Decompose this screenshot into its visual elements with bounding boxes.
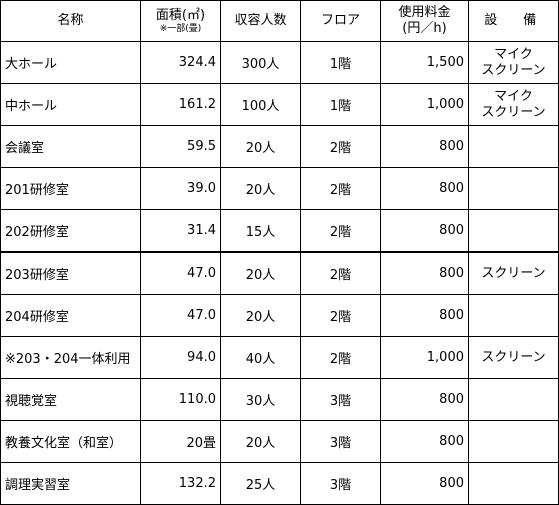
room-name-cell: 大ホール [0, 41, 141, 84]
header-name: 名称 [0, 0, 141, 42]
fee-cell: 800 [380, 462, 469, 505]
capacity-cell: 15人 [220, 209, 301, 253]
header-area-note: ※一部(畳) [159, 23, 202, 34]
area-cell: 132.2 [140, 462, 221, 505]
floor-cell: 3階 [300, 378, 381, 421]
table-row: 201研修室 39.0 20人 2階 800 [0, 167, 559, 210]
floor-cell: 2階 [300, 125, 381, 168]
fee-cell: 1,500 [380, 41, 469, 84]
equipment-cell [468, 420, 559, 463]
fee-cell: 800 [380, 294, 469, 337]
table-row: 204研修室 47.0 20人 2階 800 [0, 294, 559, 337]
floor-cell: 2階 [300, 167, 381, 210]
header-capacity: 収容人数 [220, 0, 301, 42]
room-name-cell: 会議室 [0, 125, 141, 168]
equipment-cell [468, 125, 559, 168]
equipment-cell [468, 209, 559, 253]
header-fee-label: 使用料金 [398, 5, 451, 20]
room-name-cell: 204研修室 [0, 294, 141, 337]
capacity-cell: 25人 [220, 462, 301, 505]
room-name-cell: 201研修室 [0, 167, 141, 210]
room-name-cell: 視聴覚室 [0, 378, 141, 421]
floor-cell: 3階 [300, 462, 381, 505]
room-name-cell: 調理実習室 [0, 462, 141, 505]
table-row: 調理実習室 132.2 25人 3階 800 [0, 462, 559, 505]
header-equipment: 設 備 [468, 0, 559, 42]
fee-cell: 1,000 [380, 336, 469, 379]
area-cell: 20畳 [140, 420, 221, 463]
table-row: 202研修室 31.4 15人 2階 800 [0, 209, 559, 253]
floor-cell: 2階 [300, 336, 381, 379]
equipment-cell [468, 167, 559, 210]
equipment-cell: マイク スクリーン [468, 41, 559, 84]
fee-cell: 1,000 [380, 83, 469, 126]
capacity-cell: 30人 [220, 378, 301, 421]
capacity-cell: 40人 [220, 336, 301, 379]
floor-cell: 2階 [300, 209, 381, 253]
table-row: 中ホール 161.2 100人 1階 1,000 マイク スクリーン [0, 83, 559, 126]
capacity-cell: 20人 [220, 167, 301, 210]
table-row: 大ホール 324.4 300人 1階 1,500 マイク スクリーン [0, 41, 559, 84]
capacity-cell: 20人 [220, 420, 301, 463]
capacity-cell: 20人 [220, 294, 301, 337]
equipment-cell: マイク スクリーン [468, 83, 559, 126]
equipment-item: スクリーン [481, 349, 546, 365]
area-cell: 47.0 [140, 251, 221, 295]
table-row: 会議室 59.5 20人 2階 800 [0, 125, 559, 168]
table-row: 教養文化室（和室） 20畳 20人 3階 800 [0, 420, 559, 463]
room-name-cell: 中ホール [0, 83, 141, 126]
room-name-cell: ※203・204一体利用 [0, 336, 141, 379]
area-cell: 161.2 [140, 83, 221, 126]
room-name-cell: 教養文化室（和室） [0, 420, 141, 463]
area-cell: 59.5 [140, 125, 221, 168]
header-area: 面積(㎡) ※一部(畳) [140, 0, 221, 42]
floor-cell: 1階 [300, 41, 381, 84]
equipment-cell: スクリーン [468, 251, 559, 295]
fee-cell: 800 [380, 209, 469, 253]
capacity-cell: 100人 [220, 83, 301, 126]
fee-cell: 800 [380, 125, 469, 168]
fee-cell: 800 [380, 251, 469, 295]
area-cell: 47.0 [140, 294, 221, 337]
floor-cell: 3階 [300, 420, 381, 463]
equipment-item: スクリーン [481, 265, 546, 281]
header-area-label: 面積(㎡) [155, 7, 206, 23]
floor-cell: 1階 [300, 83, 381, 126]
area-cell: 39.0 [140, 167, 221, 210]
equipment-item: スクリーン [481, 104, 546, 120]
capacity-cell: 300人 [220, 41, 301, 84]
table-row: 203研修室 47.0 20人 2階 800 スクリーン [0, 251, 559, 295]
header-fee-unit: (円／h) [402, 21, 447, 36]
room-name-cell: 202研修室 [0, 209, 141, 253]
area-cell: 94.0 [140, 336, 221, 379]
header-fee: 使用料金 (円／h) [380, 0, 469, 42]
fee-cell: 800 [380, 378, 469, 421]
table-row: 視聴覚室 110.0 30人 3階 800 [0, 378, 559, 421]
fee-cell: 800 [380, 167, 469, 210]
room-name-cell: 203研修室 [0, 251, 141, 295]
equipment-cell [468, 462, 559, 505]
equipment-item: マイク [494, 88, 533, 104]
equipment-cell: スクリーン [468, 336, 559, 379]
floor-cell: 2階 [300, 294, 381, 337]
area-cell: 324.4 [140, 41, 221, 84]
equipment-item: スクリーン [481, 62, 546, 78]
capacity-cell: 20人 [220, 251, 301, 295]
equipment-cell [468, 294, 559, 337]
equipment-item: マイク [494, 46, 533, 62]
fee-cell: 800 [380, 420, 469, 463]
capacity-cell: 20人 [220, 125, 301, 168]
equipment-cell [468, 378, 559, 421]
area-cell: 31.4 [140, 209, 221, 253]
header-row: 名称 面積(㎡) ※一部(畳) 収容人数 フロア 使用料金 (円／h) 設 備 [0, 0, 559, 42]
header-floor: フロア [300, 0, 381, 42]
table-row: ※203・204一体利用 94.0 40人 2階 1,000 スクリーン [0, 336, 559, 379]
area-cell: 110.0 [140, 378, 221, 421]
floor-cell: 2階 [300, 251, 381, 295]
